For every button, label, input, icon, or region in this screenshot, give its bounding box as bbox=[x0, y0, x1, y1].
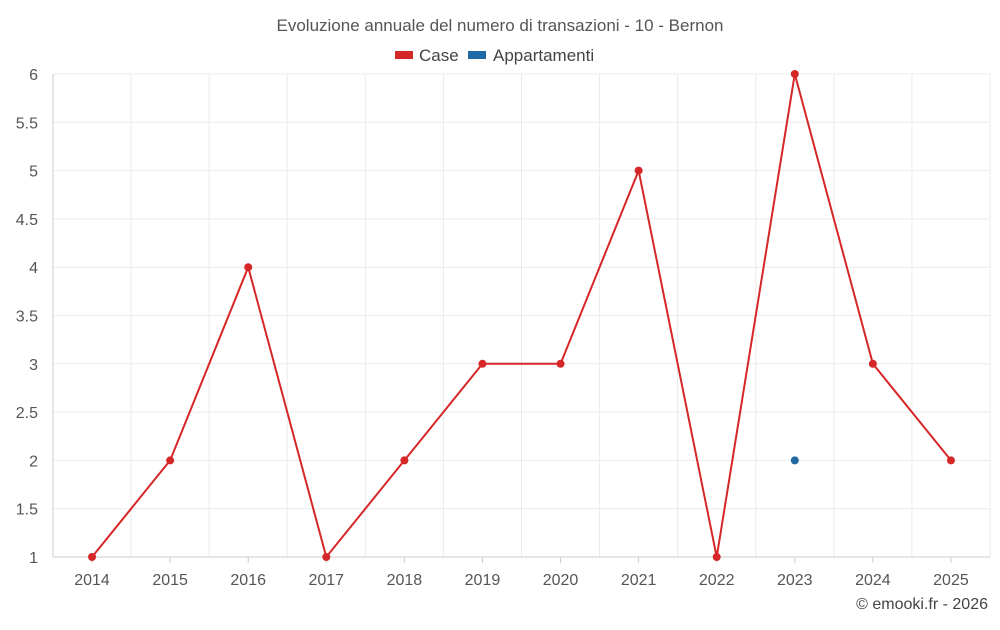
y-tick-label: 3.5 bbox=[16, 309, 38, 326]
y-tick-label: 2 bbox=[29, 453, 38, 470]
data-point-case-2015[interactable] bbox=[166, 456, 175, 465]
legend-swatch-case bbox=[395, 51, 413, 59]
legend: Case Appartamenti bbox=[395, 46, 594, 65]
x-tick-label: 2016 bbox=[230, 572, 266, 589]
data-point-case-2018[interactable] bbox=[400, 456, 409, 465]
y-tick-label: 6 bbox=[29, 67, 38, 84]
y-tick-label: 4.5 bbox=[16, 212, 38, 229]
chart-title: Evoluzione annuale del numero di transaz… bbox=[277, 16, 724, 35]
data-point-case-2024[interactable] bbox=[868, 359, 877, 368]
data-point-appartamenti-2023[interactable] bbox=[790, 456, 799, 465]
y-tick-label: 2.5 bbox=[16, 405, 38, 422]
legend-item-case[interactable]: Case bbox=[395, 46, 459, 65]
data-point-case-2020[interactable] bbox=[556, 359, 565, 368]
y-tick-label: 5.5 bbox=[16, 115, 38, 132]
data-point-case-2021[interactable] bbox=[634, 166, 643, 175]
x-tick-label: 2023 bbox=[777, 572, 813, 589]
y-tick-label: 1 bbox=[29, 550, 38, 567]
credit-text: © emooki.fr - 2026 bbox=[856, 596, 988, 613]
data-point-case-2019[interactable] bbox=[478, 359, 487, 368]
y-tick-label: 3 bbox=[29, 357, 38, 374]
series bbox=[88, 70, 955, 561]
x-tick-label: 2019 bbox=[465, 572, 501, 589]
x-tick-label: 2022 bbox=[699, 572, 735, 589]
x-tick-label: 2025 bbox=[933, 572, 969, 589]
data-point-case-2023[interactable] bbox=[790, 70, 799, 78]
data-point-case-2017[interactable] bbox=[322, 553, 331, 561]
legend-label-appartamenti: Appartamenti bbox=[493, 46, 594, 65]
legend-label-case: Case bbox=[419, 46, 459, 65]
x-tick-label: 2015 bbox=[152, 572, 188, 589]
x-tick-label: 2021 bbox=[621, 572, 657, 589]
legend-item-appartamenti[interactable]: Appartamenti bbox=[468, 46, 594, 65]
x-tick-label: 2018 bbox=[387, 572, 423, 589]
grid bbox=[52, 73, 991, 558]
data-point-case-2025[interactable] bbox=[946, 456, 955, 465]
x-tick-label: 2014 bbox=[74, 572, 110, 589]
y-tick-label: 4 bbox=[29, 260, 38, 277]
series-case bbox=[88, 70, 955, 561]
x-tick-label: 2020 bbox=[543, 572, 579, 589]
axes: 1 1.5 2 2.5 3 3.5 4 4.5 5 5.5 6 2014 2015 2016 2017 201… bbox=[16, 67, 990, 589]
data-point-case-2014[interactable] bbox=[88, 553, 97, 561]
data-point-case-2022[interactable] bbox=[712, 553, 721, 561]
x-tick-label: 2024 bbox=[855, 572, 891, 589]
series-appartamenti bbox=[790, 456, 799, 465]
y-tick-label: 5 bbox=[29, 164, 38, 181]
x-tick-label: 2017 bbox=[308, 572, 344, 589]
legend-swatch-appartamenti bbox=[468, 51, 486, 59]
y-tick-label: 1.5 bbox=[16, 502, 38, 519]
series-line-case bbox=[91, 73, 952, 560]
data-point-case-2016[interactable] bbox=[244, 263, 253, 272]
